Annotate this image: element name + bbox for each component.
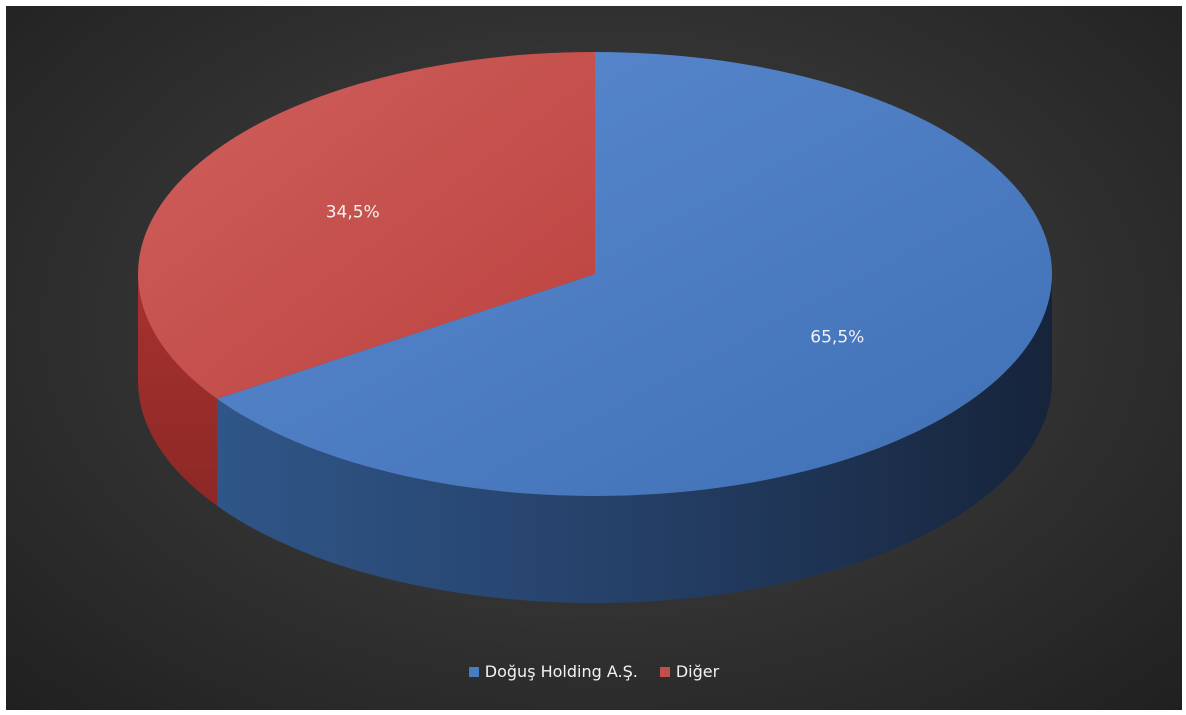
legend-swatch-diger xyxy=(659,666,670,677)
legend: Doğuş Holding A.Ş. Diğer xyxy=(6,662,1182,681)
legend-label-diger: Diğer xyxy=(675,662,720,681)
legend-swatch-dogus xyxy=(468,666,479,677)
pie-side-diger xyxy=(138,274,218,506)
pie-slice-dogus xyxy=(217,52,1052,496)
pie-slice-diger xyxy=(137,52,595,399)
legend-item-dogus: Doğuş Holding A.Ş. xyxy=(468,662,638,681)
legend-item-diger: Diğer xyxy=(659,662,720,681)
legend-label-dogus: Doğuş Holding A.Ş. xyxy=(484,662,638,681)
data-label-dogus: 65,5% xyxy=(810,327,864,347)
pie-side-dogus xyxy=(217,274,1052,604)
chart-area: 65,5% 34,5% Doğuş Holding A.Ş. Diğer xyxy=(6,6,1182,710)
data-label-diger: 34,5% xyxy=(326,203,380,223)
pie-chart: 65,5% 34,5% xyxy=(137,52,1052,604)
